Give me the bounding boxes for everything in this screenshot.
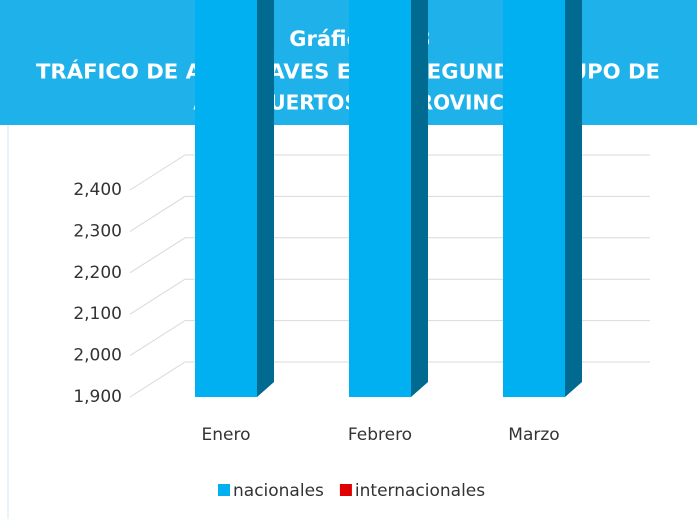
y-tick-label: 2,400: [73, 180, 122, 200]
y-tick-label: 2,200: [73, 263, 122, 283]
grid-line: [129, 278, 650, 315]
x-tick-label: Febrero: [348, 425, 412, 445]
grid-line: [129, 320, 650, 357]
y-tick-label: 1,900: [73, 387, 122, 407]
legend-swatch: [339, 484, 352, 496]
y-tick-label: 2,300: [73, 221, 122, 241]
bar-side: [565, 0, 582, 397]
grid-line: [129, 361, 650, 398]
y-tick-label: 2,000: [73, 346, 122, 366]
bar-side: [257, 0, 274, 397]
legend-label: nacionales: [233, 481, 324, 501]
x-tick-label: Marzo: [508, 425, 559, 445]
y-tick-label: 2,100: [73, 304, 122, 324]
bar: [195, 0, 257, 397]
bar: [349, 0, 411, 397]
legend-label: internacionales: [355, 481, 485, 501]
bar-side: [411, 0, 428, 397]
grid-line: [129, 237, 650, 274]
bar: [503, 0, 565, 397]
grid-line: [129, 154, 650, 191]
legend-swatch: [218, 484, 230, 496]
grid-line: [129, 195, 650, 232]
x-tick-label: Enero: [202, 425, 251, 445]
